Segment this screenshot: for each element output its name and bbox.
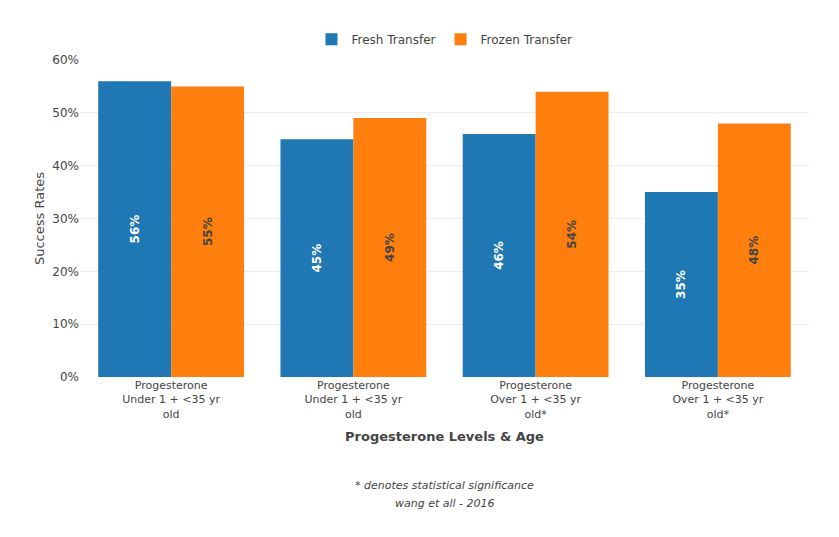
svg-text:35%: 35% — [674, 270, 688, 299]
svg-text:ProgesteroneOver 1 + <35 yrold: ProgesteroneOver 1 + <35 yrold* — [490, 379, 581, 421]
svg-text:30%: 30% — [52, 212, 79, 226]
svg-text:ProgesteroneUnder 1 + <35 yrol: ProgesteroneUnder 1 + <35 yrold — [305, 379, 403, 421]
svg-text:56%: 56% — [128, 215, 142, 244]
svg-text:49%: 49% — [383, 233, 397, 262]
svg-text:ProgesteroneUnder 1 + <35 yrol: ProgesteroneUnder 1 + <35 yrold — [122, 379, 220, 421]
svg-text:40%: 40% — [52, 159, 79, 173]
svg-text:54%: 54% — [565, 220, 579, 249]
svg-text:20%: 20% — [52, 265, 79, 279]
svg-text:* denotes statistical signific: * denotes statistical significance — [355, 479, 534, 492]
svg-text:45%: 45% — [310, 244, 324, 273]
svg-text:60%: 60% — [52, 53, 79, 67]
svg-text:Fresh Transfer: Fresh Transfer — [352, 33, 436, 47]
svg-text:Frozen Transfer: Frozen Transfer — [481, 33, 572, 47]
svg-text:ProgesteroneOver 1 + <35 yrold: ProgesteroneOver 1 + <35 yrold* — [672, 379, 763, 421]
svg-text:wang et all - 2016: wang et all - 2016 — [395, 497, 495, 510]
svg-text:Success Rates: Success Rates — [32, 172, 47, 265]
svg-text:48%: 48% — [747, 236, 761, 265]
svg-text:10%: 10% — [52, 317, 79, 331]
svg-text:46%: 46% — [492, 241, 506, 270]
svg-text:0%: 0% — [60, 370, 79, 384]
svg-text:50%: 50% — [52, 106, 79, 120]
svg-text:55%: 55% — [201, 217, 215, 246]
svg-text:Progesterone Levels & Age: Progesterone Levels & Age — [345, 429, 544, 444]
